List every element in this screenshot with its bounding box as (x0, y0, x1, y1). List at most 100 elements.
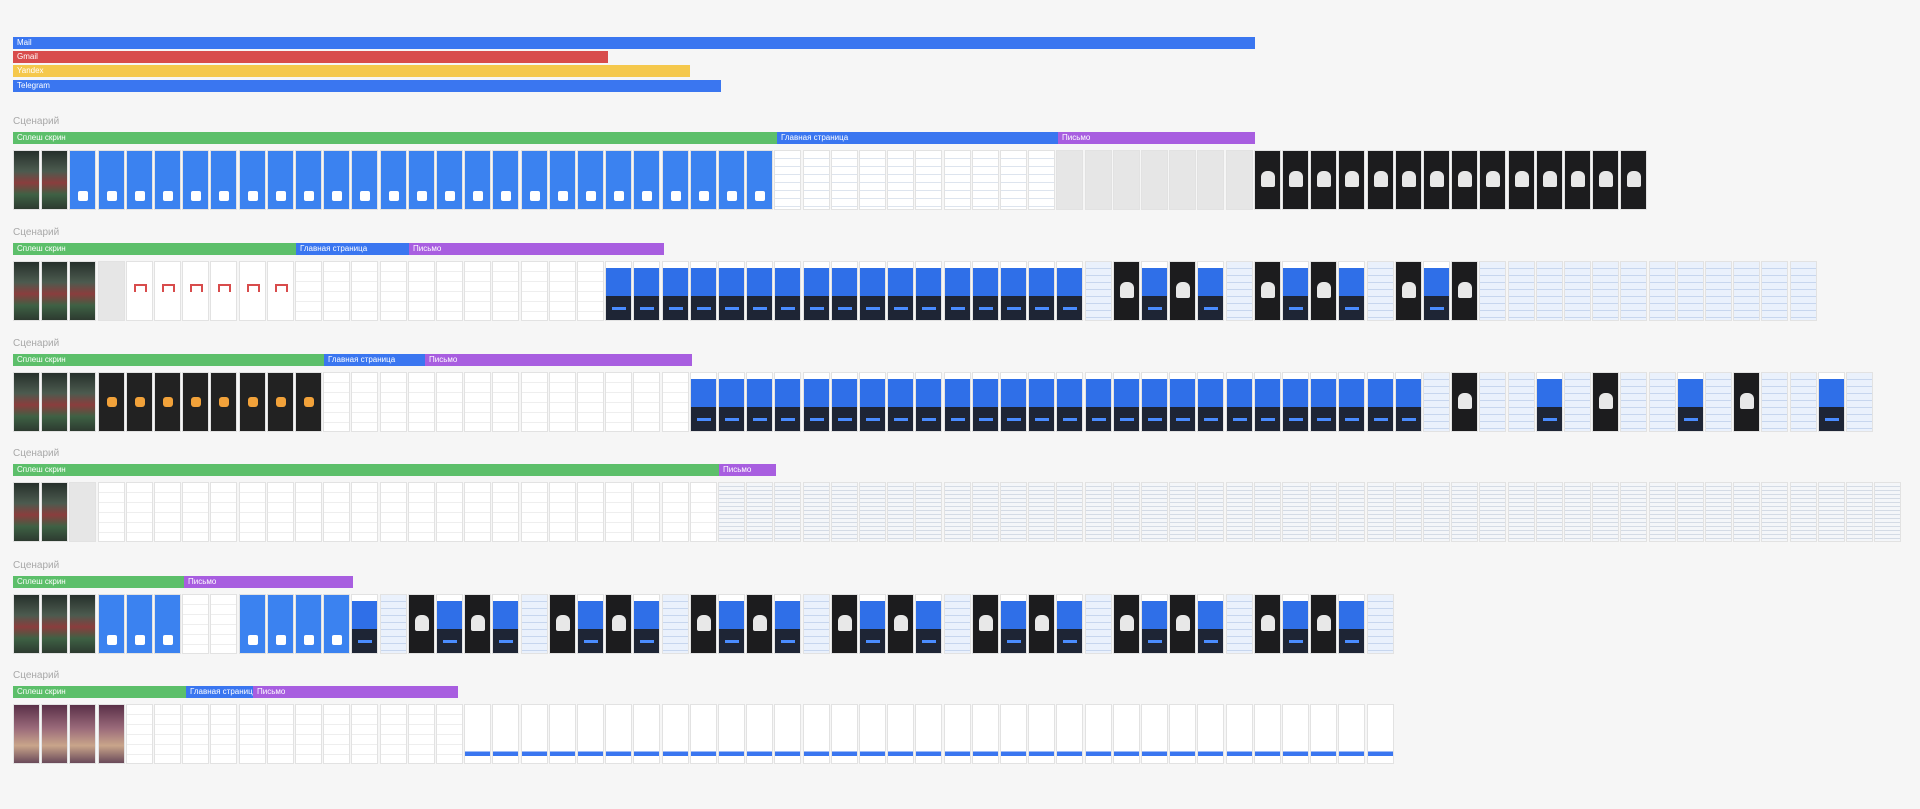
screenshot-thumb (379, 594, 407, 654)
screenshot-thumb (1000, 594, 1027, 654)
screenshot-thumb (943, 372, 971, 432)
screenshot-thumb (436, 704, 463, 764)
screenshot-thumb (774, 261, 802, 321)
screenshot-thumb (915, 482, 943, 542)
screenshot-thumb (548, 150, 576, 210)
screenshot-thumb (1564, 261, 1591, 321)
screenshot-thumb (295, 372, 322, 432)
screenshot-thumb (971, 594, 999, 654)
screenshot-thumb (830, 150, 858, 210)
screenshot-thumb (689, 372, 717, 432)
screenshot-thumb (774, 704, 802, 764)
screenshot-thumb (69, 482, 97, 542)
screenshot-thumb (266, 482, 294, 542)
screenshot-thumb (13, 150, 40, 210)
screenshot-thumb (1507, 261, 1535, 321)
screenshot-thumb (1310, 482, 1338, 542)
screenshot-thumb (1197, 372, 1225, 432)
screenshot-thumb (605, 261, 633, 321)
screenshot-thumb (238, 704, 266, 764)
screenshot-thumb (351, 704, 379, 764)
screenshot-thumb (1451, 372, 1479, 432)
screenshot-thumb (351, 261, 379, 321)
screenshot-thumb (661, 372, 689, 432)
screenshot-thumb (436, 150, 463, 210)
screenshot-thumb (661, 150, 689, 210)
screenshot-thumb (605, 594, 633, 654)
screenshot-thumb (746, 261, 774, 321)
screenshot-thumb (125, 482, 153, 542)
screenshot-thumb (915, 372, 943, 432)
screenshot-thumb (718, 372, 745, 432)
screenshot-thumb (1310, 261, 1338, 321)
screenshot-thumb (1056, 594, 1084, 654)
screenshot-thumb (1197, 704, 1225, 764)
screenshot-thumb (1253, 372, 1281, 432)
screenshot-thumb (69, 704, 97, 764)
screenshot-thumb (830, 261, 858, 321)
screenshot-thumb (210, 594, 238, 654)
screenshot-thumb (492, 704, 520, 764)
screenshot-thumb (323, 372, 351, 432)
screenshot-thumb (125, 150, 153, 210)
screenshot-thumb (1535, 261, 1563, 321)
screenshot-thumb (859, 372, 886, 432)
screenshot-thumb (492, 372, 520, 432)
phase-bar: Письмо (253, 686, 458, 698)
screenshot-thumb (1169, 150, 1197, 210)
legend-bar: Gmail (13, 51, 608, 63)
screenshot-thumb (182, 150, 210, 210)
screenshot-thumb (633, 261, 661, 321)
screenshot-thumb (943, 704, 971, 764)
screenshot-thumb (464, 594, 492, 654)
screenshot-thumb (830, 594, 858, 654)
phase-bar: Сплеш скрин (13, 243, 296, 255)
screenshot-thumb (1648, 482, 1676, 542)
phase-bar: Сплеш скрин (13, 464, 719, 476)
screenshot-thumb (605, 150, 633, 210)
screenshot-thumb (407, 594, 435, 654)
screenshot-thumb (1141, 594, 1168, 654)
screenshot-thumb (1112, 704, 1140, 764)
screenshot-thumb (154, 704, 181, 764)
screenshot-thumb (379, 261, 407, 321)
screenshot-thumb (1000, 261, 1027, 321)
screenshot-thumb (1197, 482, 1225, 542)
screenshot-thumb (1028, 594, 1056, 654)
screenshot-thumb (1084, 482, 1112, 542)
phase-bar: Письмо (719, 464, 776, 476)
screenshot-thumb (464, 482, 492, 542)
screenshot-thumb (577, 482, 604, 542)
screenshot-thumb (520, 372, 548, 432)
screenshot-thumb (1338, 150, 1366, 210)
screenshot-thumb (1846, 482, 1873, 542)
screenshot-thumb (1028, 261, 1056, 321)
screenshot-thumb (548, 261, 576, 321)
screenshot-thumb (1338, 261, 1366, 321)
screenshot-thumb (718, 150, 745, 210)
screenshot-thumb (407, 372, 435, 432)
screenshot-thumb (1817, 482, 1845, 542)
screenshot-thumb (41, 482, 69, 542)
screenshot-thumb (1000, 372, 1027, 432)
screenshot-thumb (210, 704, 238, 764)
screenshot-thumb (407, 704, 435, 764)
screenshot-thumb (548, 704, 576, 764)
screenshot-thumb (577, 150, 604, 210)
screenshot-thumb (266, 372, 294, 432)
screenshot-thumb (1507, 150, 1535, 210)
screenshot-thumb (1366, 261, 1394, 321)
screenshot-thumb (1733, 261, 1761, 321)
screenshot-thumb (971, 150, 999, 210)
screenshot-thumb (943, 482, 971, 542)
screenshot-thumb (1225, 261, 1253, 321)
legend-bar: Mail (13, 37, 1255, 49)
screenshot-thumb (1620, 482, 1648, 542)
screenshot-thumb (887, 261, 915, 321)
screenshot-thumb (1705, 372, 1732, 432)
screenshot-thumb (1338, 372, 1366, 432)
screenshot-thumb (154, 482, 181, 542)
screenshot-thumb (1507, 482, 1535, 542)
screenshot-thumb (1338, 482, 1366, 542)
